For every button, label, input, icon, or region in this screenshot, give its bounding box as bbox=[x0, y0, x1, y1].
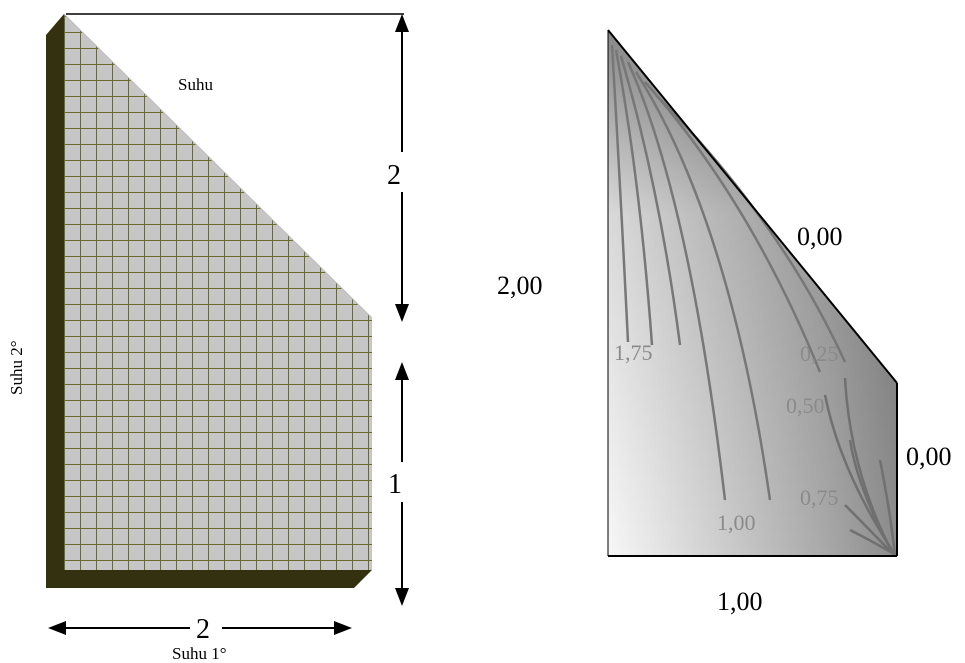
contour-line bbox=[619, 55, 682, 346]
contour-line bbox=[634, 71, 772, 501]
diagonal-boundary bbox=[607, 29, 898, 384]
contour-figure: 1,75 0,25 0,50 0,75 1,00 bbox=[607, 29, 898, 557]
contour-label: 0,75 bbox=[800, 485, 839, 510]
label-suhu-top: Suhu bbox=[178, 75, 213, 94]
label-suhu-side: Suhu 2° bbox=[7, 340, 26, 395]
label-dim-bottom-right: 1 bbox=[388, 469, 402, 500]
mesh-figure bbox=[46, 13, 373, 588]
contour-label: 0,50 bbox=[786, 393, 825, 418]
contour-label: 1,75 bbox=[614, 340, 653, 365]
dim-arrow-bottom-right bbox=[395, 362, 409, 606]
dim-arrow-top-right bbox=[395, 14, 409, 322]
contour-label: 0,25 bbox=[800, 341, 839, 366]
contour-line bbox=[849, 528, 895, 556]
label-top-boundary: 0,00 bbox=[797, 222, 843, 251]
label-bottom-boundary: 1,00 bbox=[717, 587, 763, 616]
mesh-face bbox=[64, 14, 372, 570]
contour-line bbox=[614, 49, 654, 346]
contour-line bbox=[610, 44, 630, 343]
contour-lines-bottom bbox=[823, 377, 897, 556]
label-right-boundary: 0,00 bbox=[906, 442, 952, 471]
contour-line bbox=[878, 459, 897, 556]
dim-arrow-bottom bbox=[48, 621, 352, 635]
contour-line bbox=[848, 439, 895, 554]
label-suhu-bottom: Suhu 1° bbox=[172, 644, 227, 663]
contour-line bbox=[626, 61, 727, 501]
contour-line bbox=[844, 504, 894, 555]
label-dim-top-right: 2 bbox=[387, 160, 401, 191]
label-dim-bottom: 2 bbox=[196, 614, 210, 645]
contour-line bbox=[644, 81, 822, 373]
label-left-boundary: 2,00 bbox=[497, 271, 543, 300]
contour-label: 1,00 bbox=[717, 510, 756, 535]
